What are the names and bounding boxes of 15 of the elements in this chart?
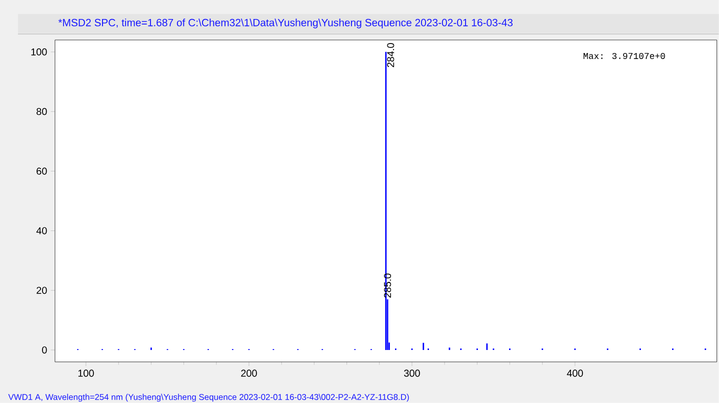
y-tick-label: 0	[42, 346, 47, 354]
y-tick-label: 40	[36, 227, 47, 234]
text: VWD1 A, Wavelength=254 nm (Yusheng\Yusheng Sequence 2023-02-01 16-03-43\002-P2-A2-YZ-11G8.D)	[8, 394, 409, 402]
y-tick-label: 20	[36, 286, 47, 294]
annotation: 284.0	[387, 43, 394, 68]
x-tick-label: 200	[241, 370, 257, 377]
x-tick-label: 100	[78, 370, 94, 377]
chart-title: *MSD2 SPC, time=1.687 of C:\Chem32\1\Data\Yusheng\Yusheng Sequence 2023-02-01 16-03-43	[58, 18, 513, 28]
annotation: 285.0	[384, 274, 392, 298]
annotation: Max: 3.97107e+0	[584, 52, 665, 60]
y-tick-label: 60	[36, 168, 47, 175]
x-tick-label: 400	[566, 370, 583, 377]
y-tick-label: 100	[31, 48, 47, 56]
x-tick-label: 300	[404, 370, 420, 377]
y-tick-label: 80	[36, 108, 47, 116]
